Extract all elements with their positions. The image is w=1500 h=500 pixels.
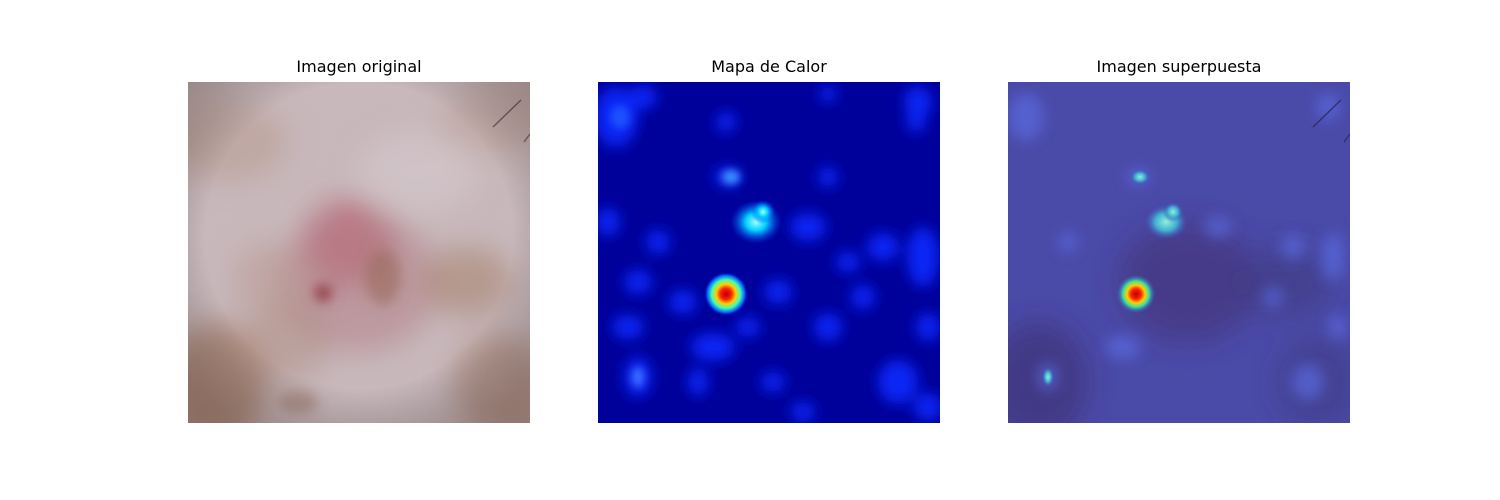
heatmap-image [598, 82, 940, 423]
panel-title: Mapa de Calor [711, 57, 827, 76]
panel-title: Imagen original [296, 57, 422, 76]
panel-title: Imagen superpuesta [1096, 57, 1262, 76]
dermoscopy-image [188, 82, 530, 423]
overlay-image [1008, 82, 1350, 423]
